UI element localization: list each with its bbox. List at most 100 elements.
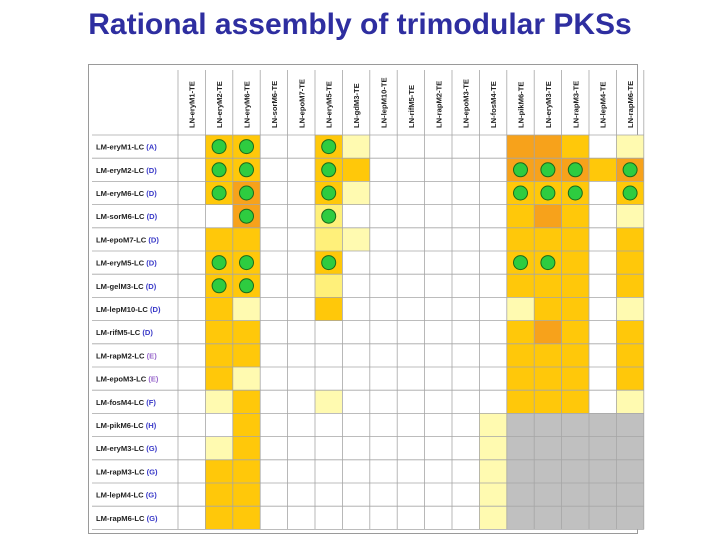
matrix-cell [178,297,206,321]
matrix-cell [315,506,343,530]
matrix-cell [534,390,562,414]
matrix-cell [315,413,343,437]
matrix-cell [534,413,562,437]
matrix-cell [260,251,288,275]
row-header-tag: (H) [146,421,157,430]
matrix-cell [315,459,343,483]
matrix-cell [506,320,535,344]
matrix-cell [424,251,452,275]
matrix-cell [397,506,425,530]
column-header: LN-sorM6-TE [270,81,279,128]
matrix-cell [561,436,589,460]
matrix-cell [342,436,370,460]
row-header-tag: (D) [146,282,157,291]
matrix-cell [479,483,507,507]
matrix-cell [452,343,480,367]
green-dot-marker [211,255,227,271]
row-header-tag: (D) [142,328,153,337]
column-header: LN-epoM3-TE [462,79,471,128]
matrix-cell [424,390,452,414]
row-header-name: LM-eryM6-LC [96,189,146,198]
matrix-cell [369,436,398,460]
matrix-cell [369,158,398,182]
matrix-cell [205,367,233,391]
matrix-cell [561,390,589,414]
row-header: LM-eryM1-LC (A) [96,143,157,152]
matrix-cell [452,483,480,507]
column-header: LN-eryM2-TE [215,81,224,128]
matrix-cell [260,483,288,507]
matrix-cell [479,227,507,251]
green-dot-marker [211,278,227,294]
row-header-name: LM-eryM2-LC [96,166,146,175]
matrix-cell [260,436,288,460]
row-header-tag: (D) [147,212,158,221]
row-header: LM-rifM5-LC (D) [96,328,153,337]
matrix-cell [342,483,370,507]
row-header: LM-lepM4-LC (G) [96,491,157,500]
matrix-cell [342,181,370,205]
matrix-cell [232,390,261,414]
row-header: LM-gelM3-LC (D) [96,282,157,291]
matrix-cell [506,274,535,298]
column-header: LN-rifM5-TE [407,85,416,128]
slide-title: Rational assembly of trimodular PKSs [88,8,632,41]
matrix-cell [287,135,315,159]
matrix-cell [232,506,261,530]
green-dot-marker [567,162,583,178]
matrix-cell [479,274,507,298]
row-header-name: LM-rapM6-LC [96,514,147,523]
row-header-name: LM-epoM3-LC [96,375,148,384]
matrix-cell [479,251,507,275]
column-header: LN-eryM3-TE [544,81,553,128]
column-header: LN-lepM10-TE [380,77,389,128]
matrix-cell [424,297,452,321]
matrix-cell [452,436,480,460]
row-header-tag: (D) [146,166,157,175]
matrix-cell [178,459,206,483]
row-header: LM-fosM4-LC (F) [96,398,156,407]
matrix-cell [424,204,452,228]
matrix-cell [561,367,589,391]
matrix-cell [287,274,315,298]
matrix-cell [452,227,480,251]
matrix-cell [397,274,425,298]
green-dot-marker [211,162,227,178]
matrix-cell [589,297,617,321]
matrix-cell [589,204,617,228]
matrix-cell [178,343,206,367]
row-header: LM-epoM7-LC (D) [96,235,159,244]
column-header: LN-epoM7-TE [297,79,306,128]
matrix-cell [342,204,370,228]
matrix-cell [397,343,425,367]
row-header-tag: (D) [150,305,161,314]
matrix-cell [616,436,644,460]
matrix-cell [424,274,452,298]
matrix-cell [561,227,589,251]
row-header: LM-rapM6-LC (G) [96,514,158,523]
matrix-cell [232,343,261,367]
matrix-cell [260,320,288,344]
column-header: LN-gdM3-TE [352,83,361,128]
matrix-cell [369,204,398,228]
matrix-cell [534,506,562,530]
matrix-cell [452,506,480,530]
matrix-cell [205,483,233,507]
matrix-cell [315,274,343,298]
matrix-cell [205,506,233,530]
matrix-cell [205,413,233,437]
matrix-cell [369,274,398,298]
matrix-cell [369,390,398,414]
green-dot-marker [567,185,583,201]
matrix-cell [260,227,288,251]
matrix-cell [205,227,233,251]
row-header-tag: (F) [146,398,156,407]
row-header: LM-eryM5-LC (D) [96,259,157,268]
matrix-cell [616,367,644,391]
matrix-cell [287,367,315,391]
row-header-name: LM-gelM3-LC [96,282,146,291]
green-dot-marker [211,185,227,201]
matrix-cell [397,436,425,460]
matrix-cell [232,459,261,483]
column-header: LN-rapM2-TE [434,81,443,128]
